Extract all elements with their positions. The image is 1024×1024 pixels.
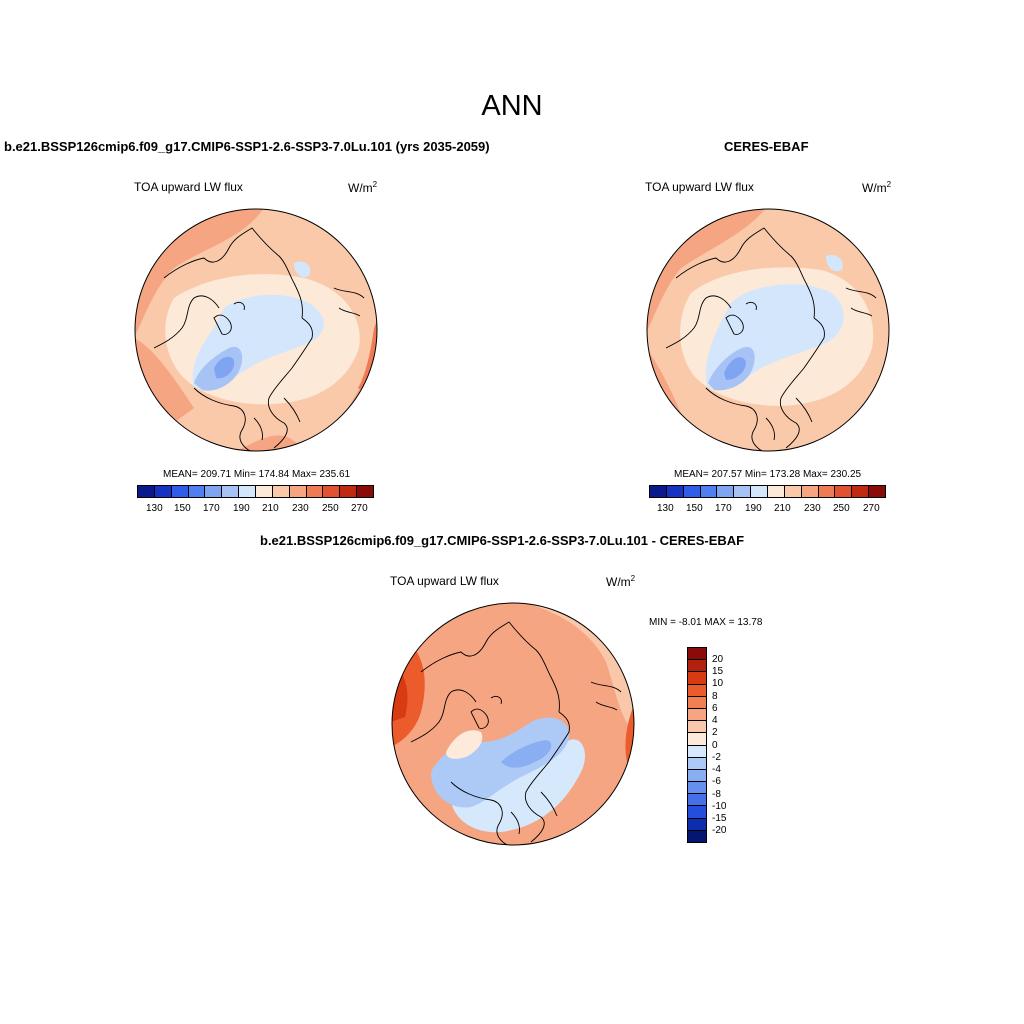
colorbar-swatch bbox=[688, 696, 706, 709]
obs-colorbar-tick: 130 bbox=[657, 503, 674, 514]
obs-colorbar-tick: 270 bbox=[863, 503, 880, 514]
colorbar-swatch bbox=[688, 708, 706, 722]
diff-panel-title: b.e21.BSSP126cmip6.f09_g17.CMIP6-SSP1-2.… bbox=[260, 533, 745, 548]
colorbar-swatch bbox=[650, 486, 667, 497]
colorbar-swatch bbox=[784, 486, 802, 497]
colorbar-swatch bbox=[205, 486, 223, 497]
colorbar-swatch bbox=[751, 486, 769, 497]
colorbar-swatch bbox=[688, 672, 706, 685]
colorbar-swatch bbox=[171, 486, 189, 497]
obs-polar-map bbox=[646, 208, 890, 452]
model-colorbar-tick: 250 bbox=[322, 503, 339, 514]
diff-colorbar-tick: 15 bbox=[712, 666, 724, 677]
colorbar-swatch bbox=[688, 684, 706, 697]
colorbar-swatch bbox=[239, 486, 257, 497]
diff-colorbar-tick: 6 bbox=[712, 703, 718, 714]
obs-colorbar bbox=[649, 485, 886, 498]
colorbar-swatch bbox=[222, 486, 240, 497]
colorbar-swatch bbox=[138, 486, 155, 497]
colorbar-swatch bbox=[306, 486, 324, 497]
colorbar-swatch bbox=[340, 486, 358, 497]
diff-colorbar-tick: -10 bbox=[712, 801, 727, 812]
colorbar-swatch bbox=[818, 486, 836, 497]
model-colorbar-tick: 210 bbox=[262, 503, 279, 514]
colorbar-swatch bbox=[734, 486, 752, 497]
diff-colorbar-tick: 4 bbox=[712, 715, 718, 726]
colorbar-swatch bbox=[688, 757, 706, 770]
obs-colorbar-tick: 190 bbox=[745, 503, 762, 514]
colorbar-swatch bbox=[768, 486, 785, 497]
colorbar-swatch bbox=[683, 486, 701, 497]
model-polar-map bbox=[134, 208, 378, 452]
model-colorbar-tick: 130 bbox=[146, 503, 163, 514]
model-colorbar bbox=[137, 485, 374, 498]
diff-colorbar-tick: -6 bbox=[712, 776, 721, 787]
colorbar-swatch bbox=[801, 486, 819, 497]
model-colorbar-tick: 190 bbox=[233, 503, 250, 514]
diff-colorbar-tick: 0 bbox=[712, 740, 718, 751]
colorbar-swatch bbox=[700, 486, 718, 497]
colorbar-swatch bbox=[256, 486, 273, 497]
colorbar-swatch bbox=[272, 486, 290, 497]
diff-polar-map bbox=[391, 602, 635, 846]
colorbar-swatch bbox=[852, 486, 870, 497]
colorbar-swatch bbox=[154, 486, 172, 497]
model-stats: MEAN= 209.71 Min= 174.84 Max= 235.61 bbox=[163, 469, 351, 480]
colorbar-swatch bbox=[688, 830, 706, 842]
colorbar-swatch bbox=[688, 733, 706, 746]
diff-colorbar-tick: 8 bbox=[712, 691, 718, 702]
model-colorbar-tick: 270 bbox=[351, 503, 368, 514]
diff-minmax: MIN = -8.01 MAX = 13.78 bbox=[649, 617, 763, 628]
diff-colorbar-tick: -4 bbox=[712, 764, 721, 775]
main-title: ANN bbox=[481, 90, 543, 122]
diff-colorbar-tick: -20 bbox=[712, 825, 727, 836]
model-variable-label: TOA upward LW flux bbox=[134, 180, 243, 194]
colorbar-swatch bbox=[688, 745, 706, 758]
colorbar-swatch bbox=[666, 486, 684, 497]
model-panel-title: b.e21.BSSP126cmip6.f09_g17.CMIP6-SSP1-2.… bbox=[4, 139, 490, 154]
colorbar-swatch bbox=[688, 660, 706, 673]
obs-unit-label: W/m2 bbox=[862, 180, 892, 195]
model-colorbar-tick: 230 bbox=[292, 503, 309, 514]
colorbar-swatch bbox=[289, 486, 307, 497]
colorbar-swatch bbox=[688, 782, 706, 795]
colorbar-swatch bbox=[688, 648, 706, 661]
colorbar-swatch bbox=[869, 486, 886, 497]
colorbar-swatch bbox=[688, 769, 706, 783]
diff-colorbar-tick: 10 bbox=[712, 678, 724, 689]
diff-colorbar-tick: -15 bbox=[712, 813, 727, 824]
colorbar-swatch bbox=[688, 818, 706, 831]
obs-colorbar-tick: 250 bbox=[833, 503, 850, 514]
colorbar-swatch bbox=[323, 486, 341, 497]
colorbar-swatch bbox=[835, 486, 853, 497]
model-colorbar-tick: 170 bbox=[203, 503, 220, 514]
diff-colorbar bbox=[687, 647, 707, 843]
diff-unit-label: W/m2 bbox=[606, 574, 636, 589]
diff-variable-label: TOA upward LW flux bbox=[390, 574, 499, 588]
colorbar-swatch bbox=[717, 486, 735, 497]
colorbar-swatch bbox=[357, 486, 374, 497]
colorbar-swatch bbox=[688, 721, 706, 734]
obs-panel-title: CERES-EBAF bbox=[724, 139, 809, 154]
diff-colorbar-tick: 2 bbox=[712, 727, 718, 738]
obs-colorbar-tick: 170 bbox=[715, 503, 732, 514]
obs-colorbar-tick: 150 bbox=[686, 503, 703, 514]
diff-colorbar-tick: -2 bbox=[712, 752, 721, 763]
diff-colorbar-tick: 20 bbox=[712, 654, 724, 665]
obs-variable-label: TOA upward LW flux bbox=[645, 180, 754, 194]
diff-colorbar-tick: -8 bbox=[712, 789, 721, 800]
colorbar-swatch bbox=[188, 486, 206, 497]
obs-stats: MEAN= 207.57 Min= 173.28 Max= 230.25 bbox=[674, 469, 862, 480]
obs-colorbar-tick: 210 bbox=[774, 503, 791, 514]
colorbar-swatch bbox=[688, 794, 706, 807]
model-colorbar-tick: 150 bbox=[174, 503, 191, 514]
colorbar-swatch bbox=[688, 806, 706, 819]
obs-colorbar-tick: 230 bbox=[804, 503, 821, 514]
model-unit-label: W/m2 bbox=[348, 180, 378, 195]
